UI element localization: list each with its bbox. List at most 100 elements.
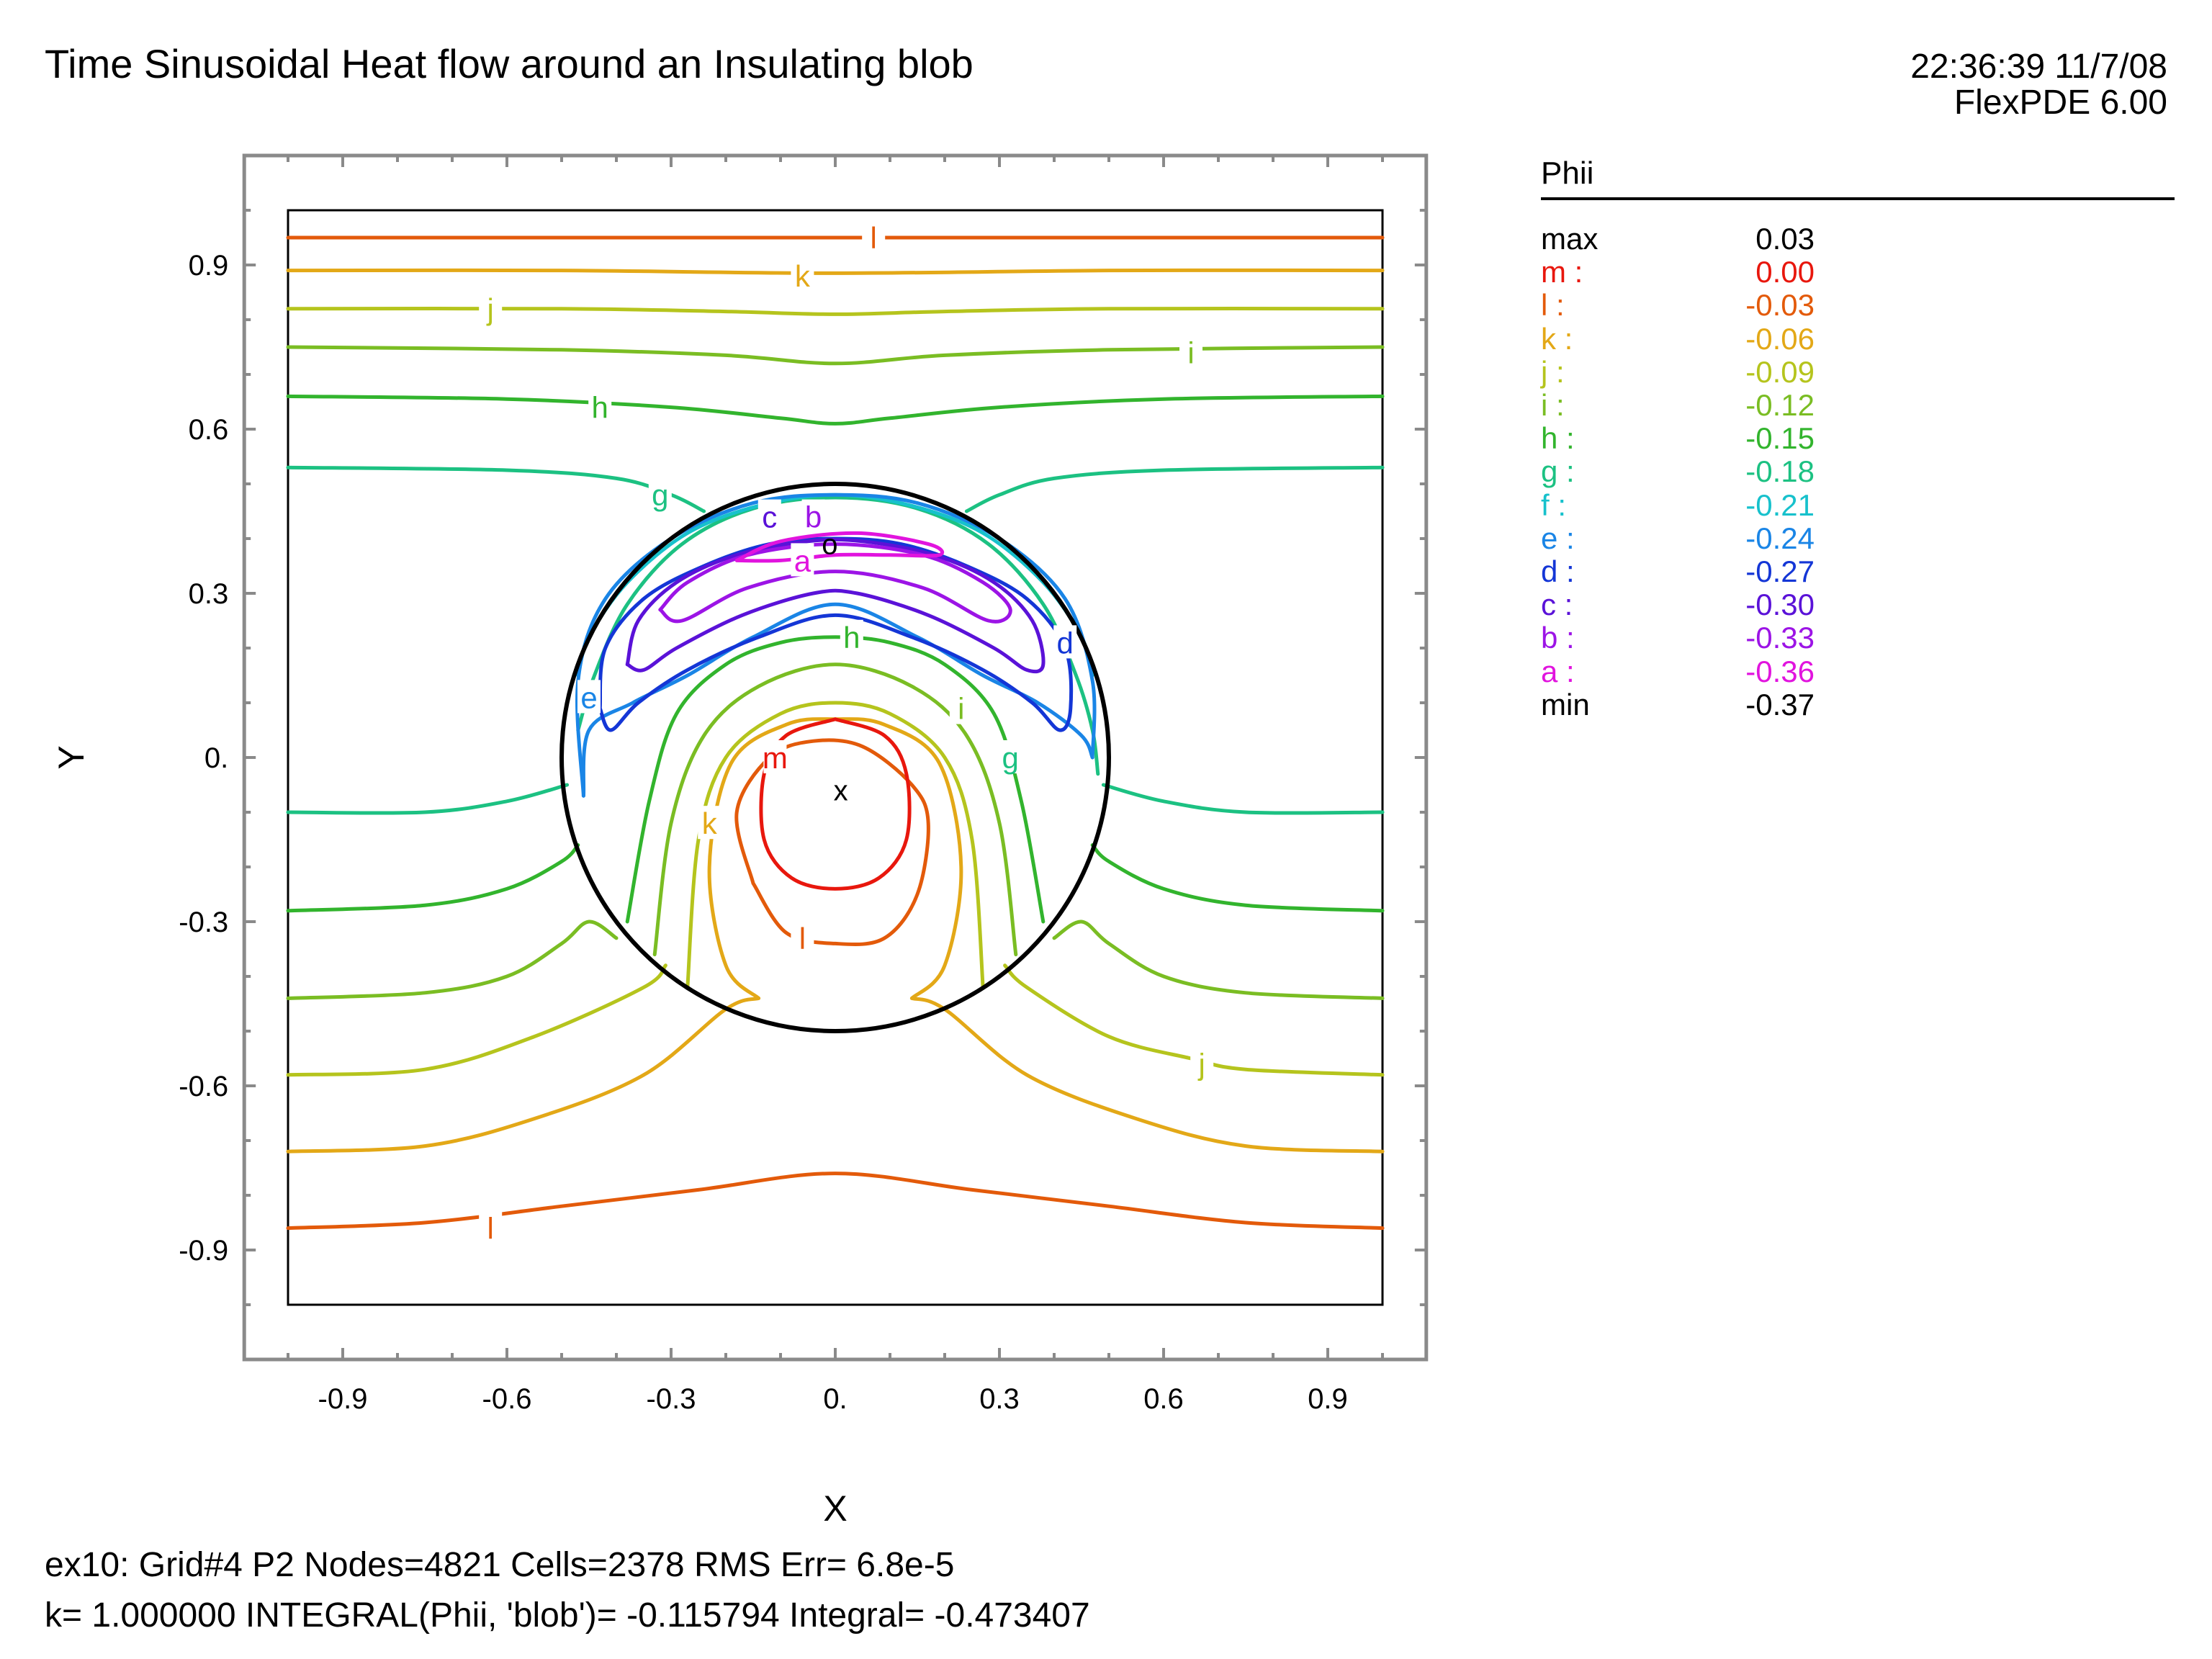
contour-g — [286, 465, 706, 513]
legend-row: d : -0.27 — [1541, 554, 1815, 588]
contour-label-bg — [791, 258, 814, 292]
legend-level-name: m : — [1541, 255, 1583, 289]
contour-label-bg — [862, 220, 886, 253]
y-axis-label: Y — [51, 745, 91, 769]
version: FlexPDE 6.00 — [1954, 84, 2167, 122]
contour-label-k: k — [795, 259, 811, 293]
contour-label-bg — [763, 740, 787, 773]
axes-frame — [242, 153, 1429, 1362]
timestamp: 22:36:39 11/7/08 — [1910, 48, 2167, 86]
contour-label-bg — [949, 691, 973, 724]
contour-label-c: c — [762, 500, 777, 534]
x-tick-label: 0.6 — [1143, 1383, 1184, 1415]
legend-level-name: g : — [1541, 454, 1575, 489]
contour-label-bg — [1179, 335, 1202, 369]
legend-row: m : 0.00 — [1541, 255, 1815, 289]
footer-stats: ex10: Grid#4 P2 Nodes=4821 Cells=2378 RM… — [45, 1546, 955, 1584]
legend-level-value: -0.33 — [1745, 621, 1815, 655]
contour-h — [1090, 843, 1385, 913]
contour-b — [658, 542, 1012, 624]
contour-label-b: b — [805, 500, 822, 534]
contour-label-a: a — [794, 544, 811, 577]
legend-level-name: e : — [1541, 521, 1575, 555]
legend-level-value: -0.30 — [1745, 588, 1815, 622]
contour-label-bg — [791, 920, 814, 954]
contour-label-l: l — [871, 221, 877, 255]
contour-g — [576, 495, 1100, 776]
legend-row: k : -0.06 — [1541, 321, 1815, 356]
legend-level-name: j : — [1541, 354, 1565, 389]
legend-level-name: k : — [1541, 321, 1573, 356]
contour-label-h: h — [843, 621, 860, 655]
contour-h — [286, 843, 580, 913]
legend-level-value: -0.15 — [1745, 421, 1815, 456]
contours — [286, 235, 1385, 1231]
contour-label-bg — [588, 390, 612, 423]
legend-level-value: -0.12 — [1745, 388, 1815, 422]
legend-level-value: 0.03 — [1755, 222, 1815, 256]
contour-labels: l k j i h g g h i j k l l m e d c ba o x — [479, 220, 1214, 1246]
legend-row: a : -0.36 — [1541, 655, 1815, 688]
contour-label-bg — [999, 740, 1022, 773]
ticks: -0.9 -0.6 -0.3 0. 0.3 0.6 0.9 0.9 0.6 0.3 0. -0.3 -0… — [179, 156, 1426, 1415]
contour-label-h: h — [592, 391, 608, 425]
contour-label-l: l — [799, 922, 806, 956]
legend-level-value: -0.21 — [1745, 487, 1815, 522]
run-info: 22:36:39 11/7/08 FlexPDE 6.00 — [1910, 49, 2167, 121]
contour-g — [1101, 783, 1385, 815]
x-tick-label: 0.3 — [979, 1383, 1020, 1415]
contour-label-g: g — [652, 478, 668, 512]
legend-level-name: h : — [1541, 421, 1575, 456]
legend-level-name: f : — [1541, 487, 1567, 522]
contour-label-bg — [698, 806, 721, 840]
footer-integrals: k= 1.000000 INTEGRAL(Phii, 'blob')= -0.1… — [45, 1596, 1090, 1635]
y-tick-label: -0.6 — [179, 1071, 228, 1102]
contour-label-m: m — [763, 741, 788, 775]
contour-label-bg — [1053, 625, 1077, 659]
legend-row: max 0.03 — [1541, 222, 1815, 256]
contour-e — [575, 493, 1097, 798]
legend-level-value: -0.18 — [1745, 454, 1815, 489]
contour-label-l: l — [487, 1212, 494, 1246]
y-tick-label: 0.6 — [189, 414, 229, 446]
legend-level-value: -0.03 — [1745, 288, 1815, 323]
contour-label-k: k — [702, 806, 718, 840]
contour-k — [909, 996, 1385, 1154]
legend-divider — [1541, 197, 2175, 200]
legend-row: f : -0.21 — [1541, 487, 1815, 522]
contour-label-e: e — [580, 680, 597, 714]
x-tick-label: 0.9 — [1308, 1383, 1348, 1415]
legend-level-value: -0.36 — [1745, 654, 1815, 688]
contour-f — [576, 493, 1094, 678]
contour-k — [286, 268, 1385, 275]
contour-i — [286, 345, 1385, 366]
x-tick-label: -0.9 — [318, 1383, 368, 1415]
contour-label-bg — [479, 1210, 503, 1244]
legend-level-value: -0.27 — [1745, 554, 1815, 588]
marker-min: x — [834, 775, 848, 807]
contour-label-d: d — [1057, 626, 1074, 660]
contour-label-j: j — [1197, 1048, 1205, 1082]
legend-row: b : -0.33 — [1541, 621, 1815, 655]
legend-row: h : -0.15 — [1541, 421, 1815, 456]
plot-title: Time Sinusoidal Heat flow around an Insu… — [45, 41, 974, 86]
x-tick-label: 0. — [823, 1383, 847, 1415]
legend-level-value: -0.09 — [1745, 354, 1815, 389]
legend-level-name: c : — [1541, 588, 1573, 622]
blob-boundary — [559, 482, 1111, 1033]
y-tick-label: -0.3 — [179, 907, 228, 938]
legend-level-name: a : — [1541, 654, 1575, 688]
legend-row: i : -0.12 — [1541, 388, 1815, 422]
contour-label-bg — [801, 499, 825, 533]
legend-level-value: 0.00 — [1755, 255, 1815, 289]
legend-level-name: d : — [1541, 554, 1575, 588]
marker-max: o — [822, 529, 837, 561]
legend-level-value: -0.37 — [1745, 687, 1815, 721]
contour-h — [286, 394, 1385, 426]
blob-circle — [559, 482, 1111, 1033]
x-axis-label: X — [823, 1488, 847, 1529]
contour-l — [286, 1172, 1385, 1231]
contour-label-bg — [479, 291, 503, 325]
legend-row: g : -0.18 — [1541, 454, 1815, 489]
